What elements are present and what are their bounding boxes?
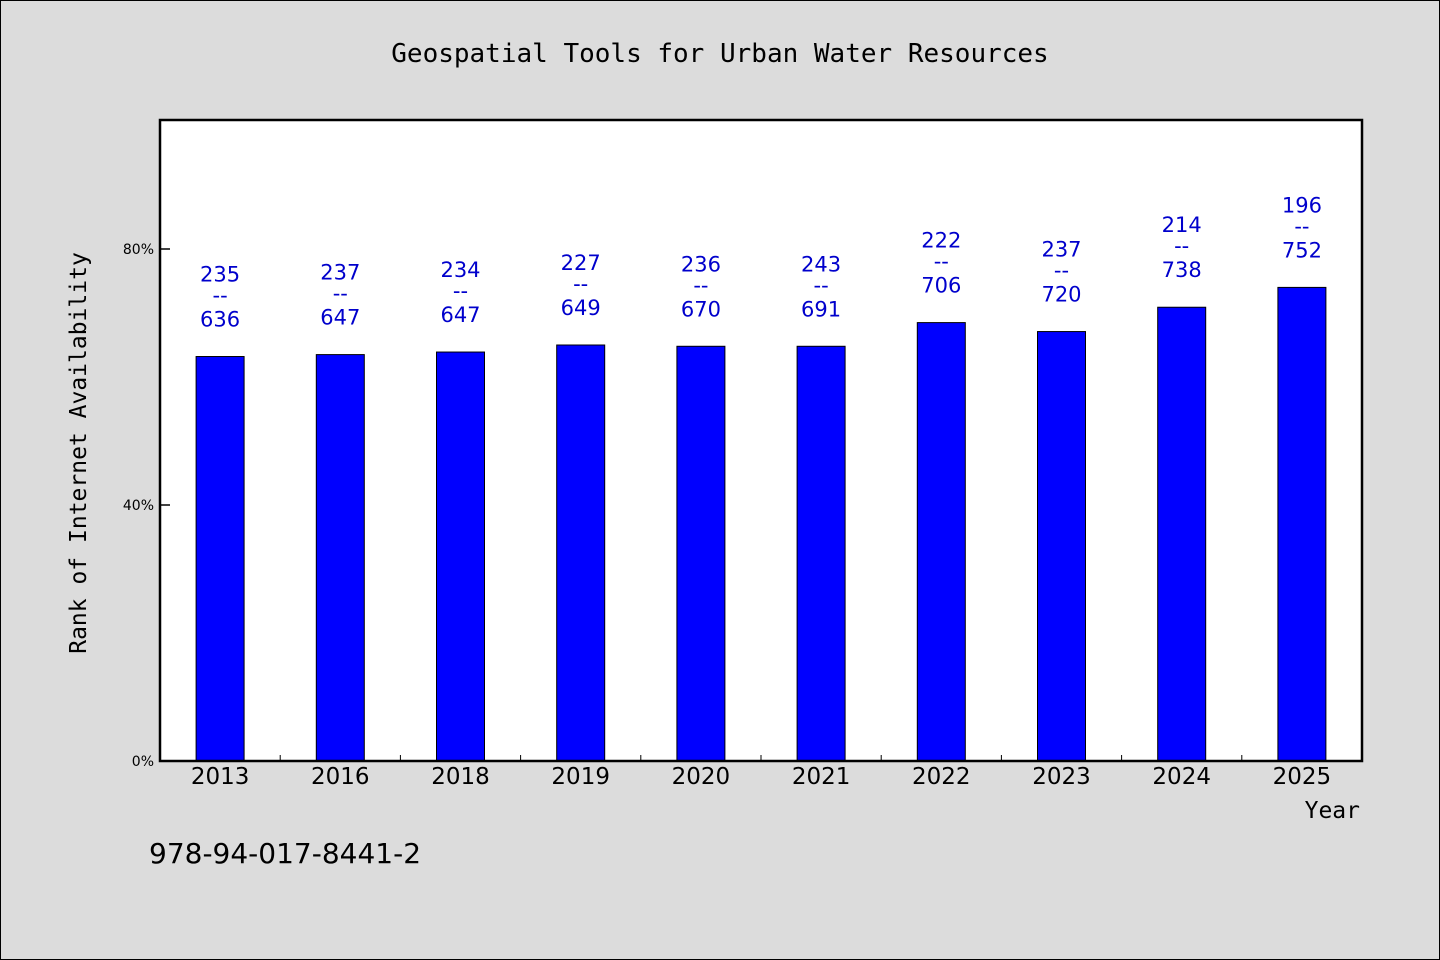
bar-2022 (916, 322, 966, 762)
bar-2025 (1277, 286, 1327, 762)
x-tick-label-2013: 2013 (191, 764, 250, 790)
data-label-bottom-2021: 691 (801, 297, 841, 321)
bar-2013 (195, 356, 245, 762)
data-label-bottom-2019: 649 (561, 296, 601, 320)
data-label-bottom-2016: 647 (320, 306, 360, 330)
bar-2020 (676, 345, 726, 762)
data-label-separator-2025: -- (1294, 214, 1309, 238)
chart-title: Geospatial Tools for Urban Water Resourc… (391, 39, 1048, 69)
data-label-bottom-2025: 752 (1282, 238, 1322, 262)
bar-2023 (1037, 331, 1086, 762)
data-label-top-2022: 222 (921, 229, 961, 253)
data-label-top-2018: 234 (440, 258, 480, 282)
x-axis: 2013 2016 2018 2019 2020 2021 2022 2023 2024 2025 (191, 755, 1331, 790)
y-axis: 0% 40% 80% (123, 242, 170, 770)
bar-2019 (556, 344, 606, 762)
data-label-separator-2018: -- (453, 279, 468, 303)
data-label-separator-2019: -- (573, 272, 588, 296)
x-tick-label-2021: 2021 (792, 764, 851, 790)
data-label-top-2025: 196 (1282, 193, 1322, 217)
data-label-bottom-2023: 720 (1041, 283, 1081, 307)
data-label-separator-2020: -- (693, 273, 708, 297)
data-label-separator-2024: -- (1174, 234, 1189, 258)
data-label-top-2013: 235 (200, 263, 240, 287)
x-tick-label-2020: 2020 (672, 764, 731, 790)
data-labels-layer: 235--636237--647234--647227--649236--670… (200, 193, 1322, 331)
x-tick-label-2016: 2016 (311, 764, 370, 790)
x-tick-label-2018: 2018 (431, 764, 490, 790)
data-label-top-2021: 243 (801, 252, 841, 276)
x-tick-label-2025: 2025 (1273, 764, 1332, 790)
y-axis-title: Rank of Internet Availability (66, 252, 92, 654)
y-tick-label-40: 40% (123, 498, 154, 514)
data-label-bottom-2024: 738 (1162, 258, 1202, 282)
x-axis-title: Year (1305, 798, 1360, 824)
data-label-separator-2016: -- (333, 282, 348, 306)
bar-2016 (315, 354, 365, 762)
data-label-separator-2021: -- (814, 273, 829, 297)
data-label-bottom-2018: 647 (440, 303, 480, 327)
data-label-top-2019: 227 (561, 251, 601, 275)
x-tick-label-2024: 2024 (1152, 764, 1211, 790)
data-label-top-2024: 214 (1162, 213, 1202, 237)
bar-2024 (1157, 306, 1207, 762)
data-label-bottom-2022: 706 (921, 274, 961, 298)
data-label-top-2023: 237 (1041, 238, 1081, 262)
bar-2021 (796, 345, 846, 762)
bar-2018 (436, 351, 485, 762)
data-label-separator-2022: -- (934, 250, 949, 274)
y-tick-label-0: 0% (132, 754, 154, 770)
x-tick-label-2023: 2023 (1032, 764, 1091, 790)
data-label-top-2016: 237 (320, 261, 360, 285)
x-tick-label-2019: 2019 (551, 764, 610, 790)
x-tick-label-2022: 2022 (912, 764, 971, 790)
data-label-separator-2023: -- (1054, 259, 1069, 283)
y-tick-label-80: 80% (123, 242, 154, 258)
data-label-bottom-2013: 636 (200, 308, 240, 332)
data-label-top-2020: 236 (681, 252, 721, 276)
data-label-bottom-2020: 670 (681, 297, 721, 321)
isbn-label: 978-94-017-8441-2 (149, 837, 421, 870)
bars-layer (195, 286, 1327, 762)
data-label-separator-2013: -- (213, 284, 228, 308)
